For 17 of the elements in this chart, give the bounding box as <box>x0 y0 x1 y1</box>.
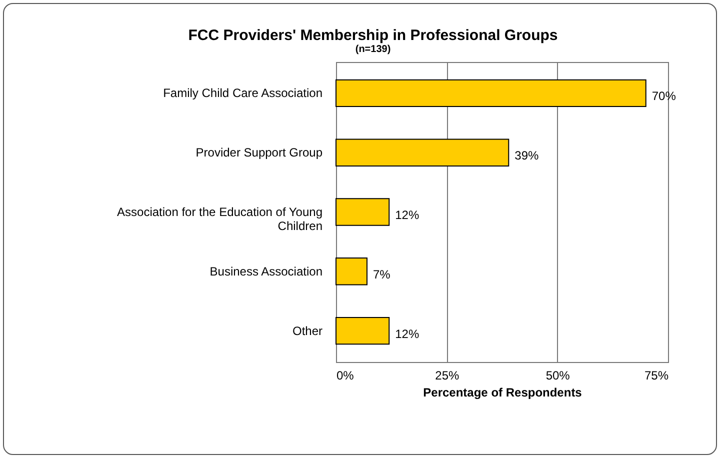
y-tick-label: Other <box>292 324 322 338</box>
y-tick-label: Business Association <box>210 264 322 278</box>
x-tick-label: 25% <box>435 368 460 382</box>
data-label: 12% <box>395 326 420 341</box>
x-tick-label: 75% <box>644 368 669 382</box>
data-label: 39% <box>514 148 539 163</box>
chart-subtitle: (n=139) <box>355 44 391 55</box>
y-tick-label: Provider Support Group <box>196 146 323 160</box>
x-axis-title: Percentage of Respondents <box>423 386 582 400</box>
y-tick-label: Family Child Care Association <box>163 86 322 100</box>
chart-title: FCC Providers' Membership in Professional Groups <box>188 27 558 44</box>
data-label: 12% <box>395 208 420 222</box>
data-label: 7% <box>372 267 391 282</box>
data-label: 70% <box>652 89 676 104</box>
x-tick-label: 0% <box>336 368 354 382</box>
y-tick-label: Association for the Education of Young Children <box>117 205 322 233</box>
x-tick-label: 50% <box>546 368 570 382</box>
